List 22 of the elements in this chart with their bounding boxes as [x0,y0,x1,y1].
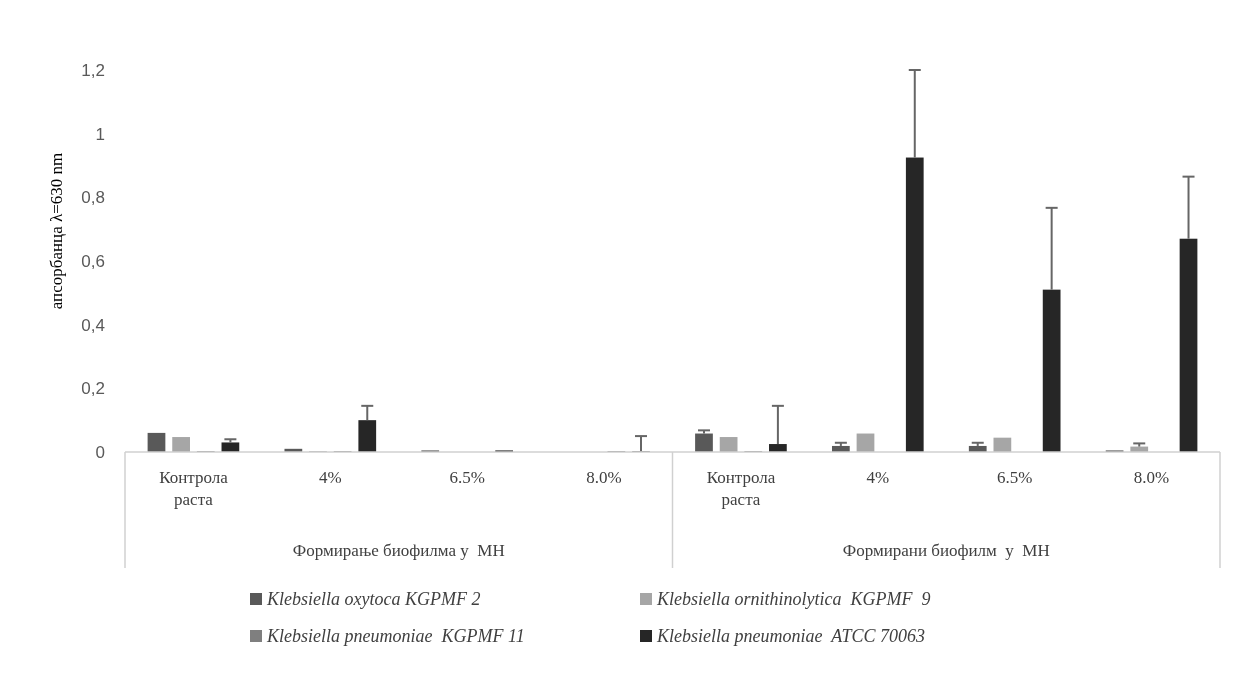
x-tick-label: Контрола раста [706,468,776,509]
x-tick-label: 6.5% [449,468,485,487]
y-tick-label: 1 [95,124,105,144]
y-tick-label: 0 [95,442,105,462]
x-tick-label: 4% [318,468,342,487]
y-tick-label: 1,2 [81,60,105,80]
y-tick-label: 0,2 [81,379,105,399]
legend-label: Klebsiella ornithinolytica KGPMF 9 [656,589,931,609]
legend-label: Klebsiella pneumoniae ATCC 70063 [656,626,925,646]
x-tick-label: 6.5% [996,468,1033,487]
x-tick-label: 8.0% [1133,468,1170,487]
text: Формирани биофилм у МН [842,541,1050,560]
y-tick-label: 0,6 [81,251,105,271]
y-tick-label: 0,4 [81,315,105,335]
legend-label: Klebsiella pneumoniae KGPMF 11 [266,626,525,646]
legend-label: Klebsiella oxytoca KGPMF 2 [266,589,481,609]
x-tick-label: Контрола раста [159,468,229,509]
y-axis-title: апсорбанца λ=630 nm [47,152,66,310]
x-tick-label: 4% [866,468,890,487]
x-tick-label: 8.0% [586,468,622,487]
y-tick-label: 0,8 [81,188,105,208]
text: Формирање биофилма у МН [292,541,505,560]
